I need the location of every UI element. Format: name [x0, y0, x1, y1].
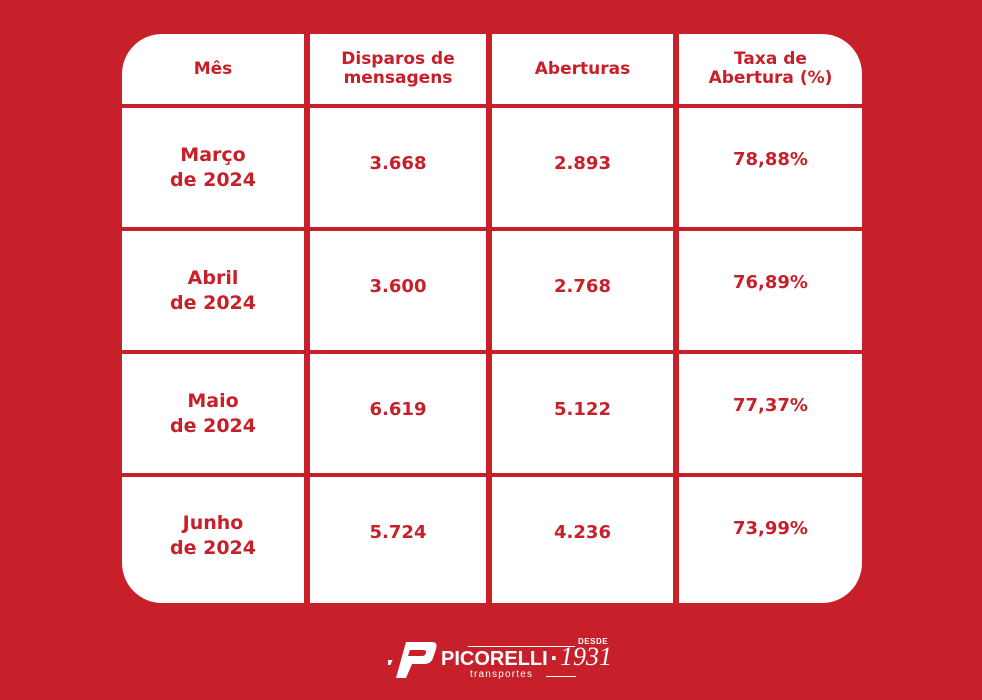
- cell-taxa: 73,99%: [733, 518, 808, 539]
- cell-disparos: 3.600: [369, 276, 427, 297]
- table-row-month: Abril de 2024: [122, 231, 304, 350]
- column-divider: [304, 34, 310, 603]
- logo-year: 1931: [560, 642, 612, 671]
- logo-mark-icon: [388, 642, 437, 678]
- header-label: Abertura (%): [708, 68, 833, 88]
- table-row-month: Março de 2024: [122, 108, 304, 227]
- header-label: Disparos de: [341, 49, 455, 69]
- metrics-table: Mês Disparos de mensagens Aberturas Taxa…: [122, 34, 862, 603]
- row-divider: [122, 104, 862, 108]
- header-label: Aberturas: [534, 58, 631, 79]
- header-month: Mês: [122, 34, 304, 104]
- header-taxa: Taxa de Abertura (%): [679, 34, 862, 104]
- cell-disparos: 5.724: [369, 522, 427, 543]
- header-label: Taxa de: [734, 49, 807, 69]
- cell-aberturas: 2.893: [554, 153, 611, 174]
- picorelli-logo: DESDE PICORELLI · 1931 transportes: [388, 637, 612, 680]
- cell-taxa: 77,37%: [733, 395, 808, 416]
- cell-aberturas: 2.768: [554, 276, 611, 297]
- row-divider: [122, 350, 862, 354]
- cell-taxa: 76,89%: [733, 272, 808, 293]
- logo-subtitle: transportes: [470, 669, 534, 680]
- row-divider: [122, 227, 862, 231]
- column-divider: [486, 34, 492, 603]
- cell-taxa: 78,88%: [733, 149, 808, 170]
- cell-disparos: 6.619: [369, 399, 427, 420]
- logo-dot: ·: [550, 646, 558, 670]
- month-name: Junho: [182, 512, 244, 534]
- logo-since: DESDE: [578, 637, 609, 646]
- logo-rule: [546, 676, 576, 677]
- cell-aberturas: 5.122: [554, 399, 611, 420]
- logo-rule: [468, 646, 575, 647]
- header-label: Mês: [193, 58, 233, 79]
- column-divider: [673, 34, 679, 603]
- cell-aberturas: 4.236: [554, 522, 611, 543]
- month-name: Março: [180, 143, 246, 166]
- header-label: mensagens: [343, 68, 453, 88]
- month-year: de 2024: [170, 537, 256, 559]
- month-year: de 2024: [170, 414, 256, 437]
- header-disparos: Disparos de mensagens: [310, 34, 486, 104]
- table-row-month: Junho de 2024: [122, 477, 304, 603]
- logo-name: PICORELLI: [441, 648, 548, 670]
- row-divider: [122, 473, 862, 477]
- month-name: Abril: [187, 266, 239, 289]
- month-year: de 2024: [170, 291, 256, 314]
- table-row-month: Maio de 2024: [122, 354, 304, 473]
- cell-disparos: 3.668: [369, 153, 427, 174]
- header-aberturas: Aberturas: [492, 34, 673, 104]
- month-name: Maio: [187, 389, 239, 412]
- month-year: de 2024: [170, 168, 256, 191]
